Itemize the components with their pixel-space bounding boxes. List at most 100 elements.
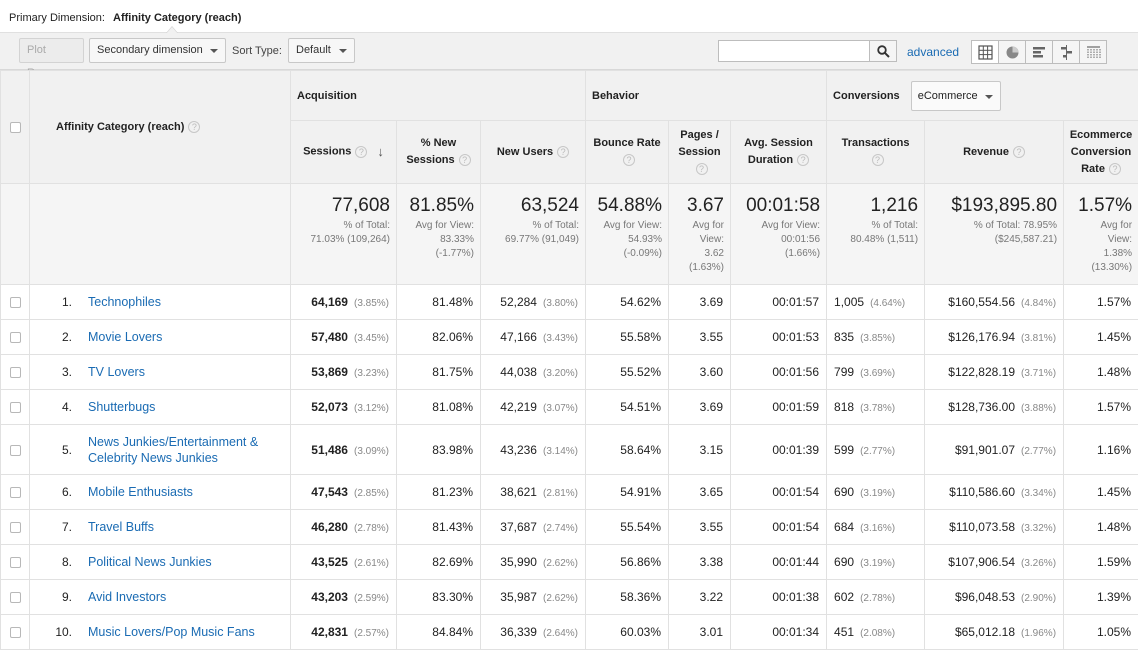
row-rank: 1. (61, 295, 72, 309)
new-users-column-header[interactable]: New Users? (480, 120, 586, 184)
pages-per-session-cell: 3.69 (668, 389, 731, 425)
new-users-cell: 52,284 (3.80%) (480, 284, 586, 320)
row-checkbox[interactable] (9, 592, 21, 604)
help-icon[interactable]: ? (557, 145, 570, 158)
ecr-value: 1.39% (1097, 590, 1132, 604)
dimension-link[interactable]: Travel Buffs (88, 520, 154, 534)
transactions-value: 602 (834, 590, 855, 604)
totals-value: 00:01:58 (746, 195, 821, 216)
transactions-value: 818 (834, 400, 855, 414)
table-row: 4. Shutterbugs 52,073 (3.12%) 81.08% 42,219 (3… (0, 389, 1138, 425)
select-all-checkbox[interactable] (9, 121, 21, 133)
dimension-link[interactable]: News Junkies/Entertainment & Celebrity N… (88, 434, 259, 465)
help-icon[interactable]: ? (1108, 162, 1121, 175)
new-sessions-header-line2: Sessions (406, 154, 455, 166)
row-checkbox[interactable] (9, 332, 21, 344)
row-checkbox[interactable] (9, 487, 21, 499)
row-checkbox-cell (0, 424, 30, 475)
secondary-dimension-dropdown[interactable]: Secondary dimension (89, 38, 226, 63)
pages-per-session-cell: 3.60 (668, 354, 731, 390)
totals-empty-cell (29, 183, 291, 285)
ecr-value: 1.59% (1097, 555, 1132, 569)
search-input[interactable] (718, 40, 870, 62)
dimension-link[interactable]: Music Lovers/Pop Music Fans (88, 625, 255, 639)
row-checkbox[interactable] (9, 444, 21, 456)
bounce-rate-value: 55.52% (620, 365, 661, 379)
help-icon[interactable]: ? (695, 162, 708, 175)
dimension-link[interactable]: Shutterbugs (88, 400, 156, 414)
pie-view-button[interactable] (998, 40, 1026, 64)
row-checkbox[interactable] (9, 522, 21, 534)
row-checkbox[interactable] (9, 402, 21, 414)
sessions-value: 53,869 (311, 365, 348, 379)
ecommerce-conversion-rate-cell: 1.39% (1063, 579, 1138, 615)
transactions-percent: (3.19%) (860, 558, 896, 569)
bounce-rate-value: 54.91% (620, 485, 661, 499)
table-row: 6. Mobile Enthusiasts 47,543 (2.85%) 81.23% 3… (0, 474, 1138, 510)
dimension-header[interactable]: Affinity Category (reach)? (29, 70, 291, 184)
dimension-link[interactable]: Avid Investors (88, 590, 167, 604)
revenue-column-header[interactable]: Revenue? (924, 120, 1065, 184)
pages-per-session-cell: 3.65 (668, 474, 731, 510)
conversions-group-label: Conversions (833, 89, 900, 102)
conversions-dropdown[interactable]: eCommerce (910, 80, 1001, 111)
totals-bounce-rate: 54.88% Avg for View: 54.93% (-0.09%) (585, 183, 669, 285)
pivot-view-button[interactable] (1079, 40, 1107, 64)
table-view-button[interactable] (971, 40, 999, 64)
totals-row: 77,608 % of Total: 71.03% (109,264) 81.85%… (0, 183, 1138, 285)
new-users-value: 35,990 (500, 555, 537, 569)
pages-value: 3.15 (699, 442, 723, 457)
dimension-cell: 5. News Junkies/Entertainment & Celebrity… (29, 424, 291, 475)
revenue-value: $122,828.19 (948, 365, 1016, 379)
help-icon[interactable]: ? (458, 154, 471, 167)
pivot-icon (1087, 46, 1101, 59)
bounce-rate-cell: 55.52% (585, 354, 669, 390)
row-checkbox[interactable] (9, 557, 21, 569)
transactions-column-header[interactable]: Transactions? (826, 120, 926, 184)
dimension-link[interactable]: Mobile Enthusiasts (88, 485, 193, 499)
sessions-column-header[interactable]: Sessions? ↓ (290, 120, 397, 184)
help-icon[interactable]: ? (797, 154, 810, 167)
bounce-rate-value: 60.03% (620, 625, 661, 639)
row-checkbox[interactable] (9, 367, 21, 379)
revenue-percent: (3.81%) (1021, 333, 1057, 344)
sessions-value: 64,169 (311, 295, 348, 309)
search-button[interactable] (869, 40, 897, 62)
row-checkbox[interactable] (9, 297, 21, 309)
sort-type-dropdown[interactable]: Default (288, 38, 355, 63)
new-users-percent: (2.74%) (542, 523, 578, 534)
new-sessions-column-header[interactable]: % New Sessions? (396, 120, 481, 184)
ecommerce-conversion-rate-cell: 1.05% (1063, 614, 1138, 650)
ecommerce-conversion-rate-cell: 1.45% (1063, 474, 1138, 510)
primary-dimension-value[interactable]: Affinity Category (reach) (113, 12, 242, 24)
avg-session-duration-column-header[interactable]: Avg. Session Duration? (729, 120, 828, 184)
help-icon[interactable]: ? (1012, 145, 1025, 158)
bar-view-button[interactable] (1025, 40, 1053, 64)
revenue-value: $96,048.53 (954, 590, 1016, 604)
advanced-filter-link[interactable]: advanced (907, 45, 960, 59)
help-icon[interactable]: ? (355, 145, 368, 158)
bounce-rate-column-header[interactable]: Bounce Rate? (585, 120, 669, 184)
ecommerce-conversion-rate-column-header[interactable]: Ecommerce Conversion Rate? (1063, 120, 1138, 184)
avg-session-duration-cell: 00:01:56 (729, 354, 828, 390)
totals-sub: 3.62 (704, 248, 724, 259)
help-icon[interactable]: ? (188, 121, 201, 134)
comparison-view-button[interactable] (1052, 40, 1080, 64)
row-checkbox[interactable] (9, 627, 21, 639)
dimension-cell: 3. TV Lovers (29, 354, 291, 390)
dimension-link[interactable]: Movie Lovers (88, 330, 163, 344)
revenue-cell: $96,048.53 (2.90%) (924, 579, 1065, 615)
help-icon[interactable]: ? (871, 154, 884, 167)
dimension-link[interactable]: Technophiles (88, 295, 161, 309)
pages-per-session-column-header[interactable]: Pages / Session? (668, 120, 731, 184)
dimension-link[interactable]: Political News Junkies (88, 555, 212, 569)
sessions-cell: 47,543 (2.85%) (290, 474, 397, 510)
plot-rows-button[interactable]: Plot Rows (19, 38, 84, 79)
row-rank: 4. (61, 400, 72, 414)
help-icon[interactable]: ? (623, 154, 635, 167)
dimension-link[interactable]: TV Lovers (88, 365, 145, 379)
ecr-value: 1.48% (1097, 365, 1132, 379)
row-rank: 6. (61, 485, 72, 499)
bar-icon (1033, 47, 1045, 58)
totals-pages-per-session: 3.67 Avg for View: 3.62 (1.63%) (668, 183, 731, 285)
